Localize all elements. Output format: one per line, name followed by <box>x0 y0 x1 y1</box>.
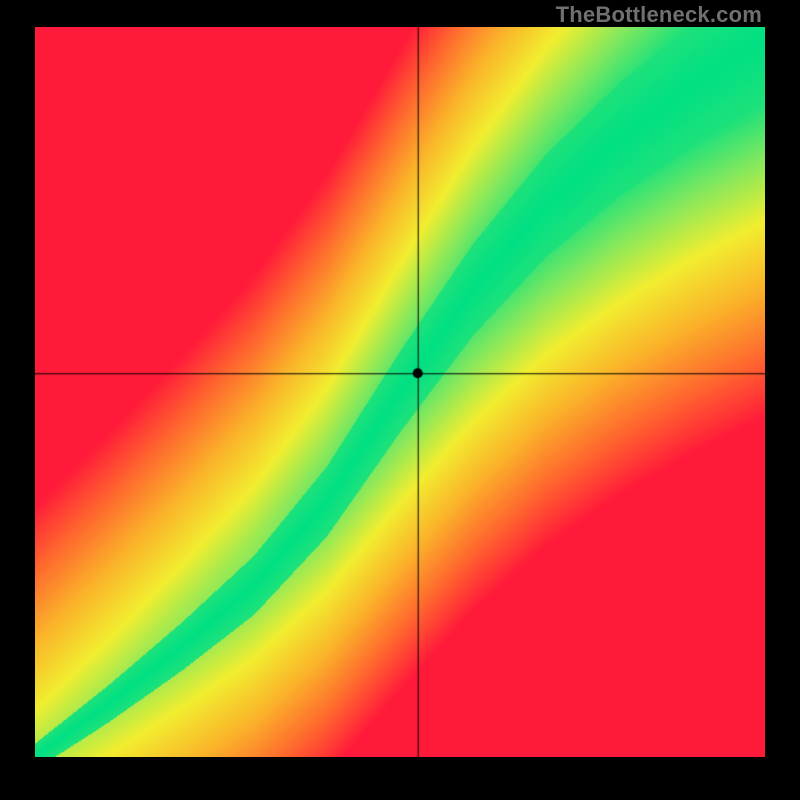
bottleneck-heatmap <box>35 27 765 757</box>
heatmap-canvas <box>35 27 765 757</box>
watermark-text: TheBottleneck.com <box>556 2 762 28</box>
